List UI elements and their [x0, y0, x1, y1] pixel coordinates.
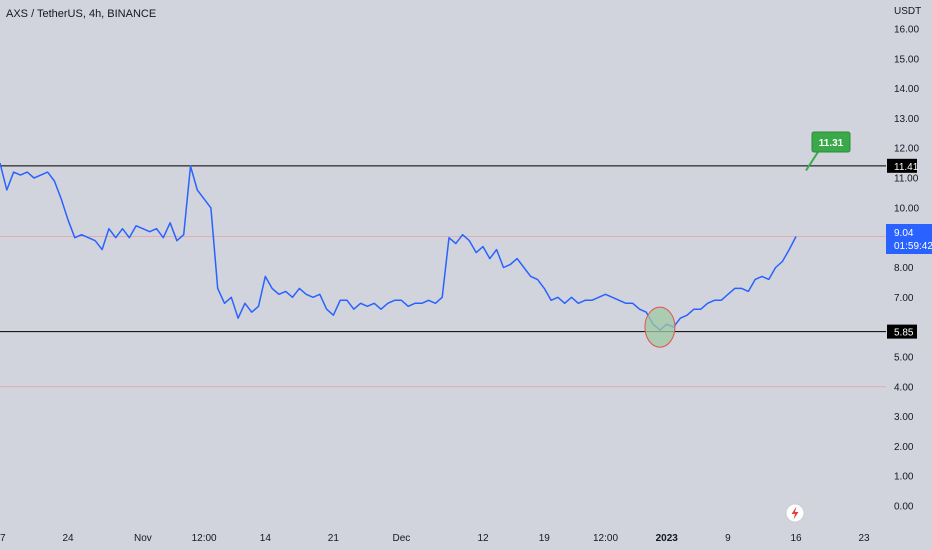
price-tick-label: 12.00: [894, 144, 919, 155]
price-tick-label: 1.00: [894, 472, 914, 483]
level-tag-box: [887, 324, 917, 339]
price-tick-label: 10.00: [894, 203, 919, 214]
price-tick-label: 0.00: [894, 502, 914, 513]
price-tick-label: 11.00: [894, 174, 919, 185]
target-callout[interactable]: 11.31: [805, 131, 851, 172]
level-tag-label: 11.41: [894, 162, 919, 173]
callout-pointer: [805, 151, 819, 172]
level-tag-label: 5.85: [894, 328, 914, 339]
price-axis[interactable]: USDT 0.00 1.00 2.00 3.00 4.00 5.00 7.00 8.00 10.…: [894, 6, 921, 513]
price-tick-label: 16.00: [894, 24, 919, 35]
price-tick-label: 4.00: [894, 382, 914, 393]
price-tick-label: 7.00: [894, 293, 914, 304]
last-price-tag: 9.04 01:59:42: [886, 224, 932, 254]
reference-lines: [0, 236, 886, 388]
time-tick-label: 12:00: [593, 533, 618, 544]
level-price-tags: 11.41 5.85: [887, 158, 919, 339]
time-tick-label: Nov: [134, 533, 152, 544]
last-price-countdown: 01:59:42: [894, 241, 932, 252]
time-tick-label: 12: [477, 533, 489, 544]
price-tick-label: 2.00: [894, 442, 914, 453]
time-tick-label: 9: [725, 533, 731, 544]
time-axis[interactable]: 17 24 Nov 12:00 14 21 Dec 12 19 12:00 2023 9 16 23: [0, 533, 870, 544]
price-tick-label: 13.00: [894, 114, 919, 125]
highlight-marker[interactable]: [644, 306, 676, 348]
time-tick-label: 16: [790, 533, 802, 544]
time-tick-label: 19: [539, 533, 551, 544]
last-price-value: 9.04: [894, 228, 914, 239]
price-tick-label: 8.00: [894, 263, 914, 274]
time-tick-label: 17: [0, 533, 6, 544]
price-axis-currency: USDT: [894, 6, 921, 17]
lightning-icon[interactable]: [785, 503, 805, 523]
time-tick-label: 23: [858, 533, 870, 544]
price-tick-label: 3.00: [894, 412, 914, 423]
callout-box: [811, 131, 851, 153]
time-tick-label: 21: [328, 533, 340, 544]
horizontal-levels[interactable]: [0, 165, 886, 333]
price-tick-label: 15.00: [894, 54, 919, 65]
time-tick-label: 2023: [656, 533, 679, 544]
time-tick-label: 12:00: [192, 533, 217, 544]
time-tick-label: Dec: [393, 533, 411, 544]
last-price-tag-box: [886, 224, 932, 254]
callout-label: 11.31: [819, 138, 844, 149]
price-tick-label: 14.00: [894, 84, 919, 95]
price-tick-label: 5.00: [894, 352, 914, 363]
time-tick-label: 24: [62, 533, 74, 544]
level-tag-box: [887, 158, 917, 173]
symbol-title: AXS / TetherUS, 4h, BINANCE: [6, 8, 157, 20]
highlight-ellipse: [644, 306, 676, 348]
time-tick-label: 14: [260, 533, 272, 544]
